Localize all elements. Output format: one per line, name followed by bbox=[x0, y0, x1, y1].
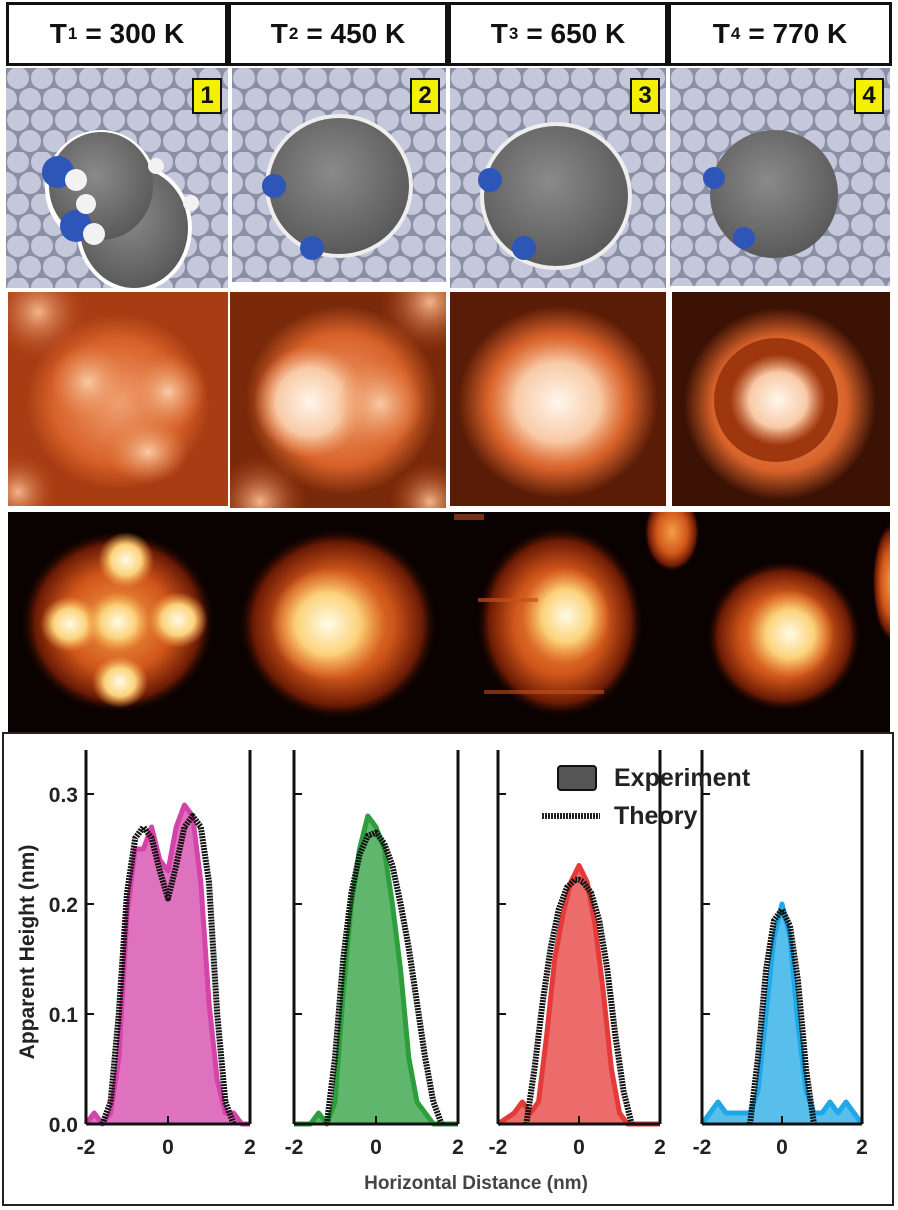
experiment-area-3 bbox=[498, 865, 660, 1124]
legend: Experiment Theory bbox=[542, 764, 751, 830]
experiment-area-4 bbox=[702, 904, 862, 1124]
experiment-line-4 bbox=[699, 901, 865, 1126]
experiment-area-1 bbox=[86, 805, 250, 1124]
molecule-model-1 bbox=[6, 68, 228, 288]
stm-sim-2 bbox=[230, 292, 446, 508]
x-tick-label-1-1: 0 bbox=[162, 1136, 174, 1159]
header-t2: T 2 = 450 K bbox=[228, 2, 448, 66]
theory-line-1 bbox=[99, 813, 237, 1126]
x-tick-label-4-0: -2 bbox=[693, 1136, 712, 1159]
header-t1-value: = 300 K bbox=[85, 18, 185, 49]
header-t3: T 3 = 650 K bbox=[448, 2, 668, 66]
header-t4-value: = 770 K bbox=[748, 18, 848, 49]
stm-sim-1 bbox=[8, 292, 228, 506]
stm-sim-image-4 bbox=[672, 292, 890, 506]
molecule-model-4 bbox=[670, 68, 890, 286]
model-panel-2: 2 bbox=[232, 68, 446, 282]
x-tick-label-2-0: -2 bbox=[285, 1136, 304, 1159]
y-tick-label-0: 0.0 bbox=[49, 1114, 78, 1137]
experiment-area-2 bbox=[294, 816, 458, 1124]
molecule-model-2 bbox=[232, 68, 446, 282]
x-tick-label-3-0: -2 bbox=[489, 1136, 508, 1159]
y-tick-label-2: 0.2 bbox=[49, 894, 78, 917]
header-t1-subscript: 1 bbox=[67, 24, 78, 43]
theory-line-3 bbox=[523, 876, 635, 1125]
legend-experiment-swatch bbox=[557, 765, 597, 791]
header-t3-subscript: 3 bbox=[508, 24, 519, 43]
header-t4-symbol: T bbox=[712, 18, 730, 49]
y-tick-label-3: 0.3 bbox=[49, 784, 78, 807]
panel-number-2: 2 bbox=[410, 78, 440, 114]
header-t4: T 4 = 770 K bbox=[668, 2, 892, 66]
stm-exp-2 bbox=[238, 528, 438, 720]
header-t3-value: = 650 K bbox=[526, 18, 626, 49]
x-tick-label-1-2: 2 bbox=[244, 1136, 256, 1159]
panel-number-1: 1 bbox=[192, 78, 222, 114]
stm-sim-4 bbox=[672, 292, 890, 506]
model-panel-4: 4 bbox=[670, 68, 890, 286]
stm-exp-images bbox=[8, 512, 890, 732]
stm-sim-image-3 bbox=[450, 292, 666, 506]
stm-exp-3 bbox=[454, 514, 644, 718]
header-t2-value: = 450 K bbox=[306, 18, 406, 49]
x-tick-label-3-1: 0 bbox=[573, 1136, 585, 1159]
header-t2-subscript: 2 bbox=[288, 24, 299, 43]
x-tick-label-2-2: 2 bbox=[452, 1136, 464, 1159]
x-tick-label-4-1: 0 bbox=[776, 1136, 788, 1159]
header-t4-subscript: 4 bbox=[730, 24, 741, 43]
theory-line-4 bbox=[747, 906, 817, 1125]
panel-number-3: 3 bbox=[630, 78, 660, 114]
stm-sim-3 bbox=[450, 292, 666, 506]
panel-number-4: 4 bbox=[854, 78, 884, 114]
y-axis-title: Apparent Height (nm) bbox=[16, 845, 39, 1060]
stm-exp-row bbox=[8, 512, 890, 732]
model-panel-3: 3 bbox=[450, 68, 666, 288]
x-tick-label-3-2: 2 bbox=[654, 1136, 666, 1159]
header-t1: T 1 = 300 K bbox=[6, 2, 228, 66]
stm-sim-image-2 bbox=[230, 292, 446, 508]
x-tick-label-1-0: -2 bbox=[77, 1136, 96, 1159]
y-tick-label-1: 0.1 bbox=[49, 1004, 79, 1027]
x-axis-title: Horizontal Distance (nm) bbox=[364, 1173, 588, 1194]
stm-exp-1 bbox=[20, 530, 216, 714]
model-panel-1: 1 bbox=[6, 68, 228, 288]
stm-exp-4 bbox=[644, 512, 890, 712]
stm-sim-image-1 bbox=[8, 292, 228, 506]
x-tick-label-2-1: 0 bbox=[370, 1136, 382, 1159]
header-t1-symbol: T bbox=[49, 18, 67, 49]
profile-frame bbox=[2, 732, 894, 1206]
x-tick-label-4-2: 2 bbox=[856, 1136, 868, 1159]
theory-line-2 bbox=[323, 829, 445, 1126]
header-t3-symbol: T bbox=[490, 18, 508, 49]
legend-experiment-label: Experiment bbox=[614, 764, 751, 792]
legend-theory-label: Theory bbox=[614, 802, 697, 830]
header-t2-symbol: T bbox=[270, 18, 288, 49]
height-profile-chart: -2 0 2 0.0 0.1 0.2 0.3 -2 0 2 -2 0 2 -2 0 2 Apparent He… bbox=[16, 750, 868, 1194]
